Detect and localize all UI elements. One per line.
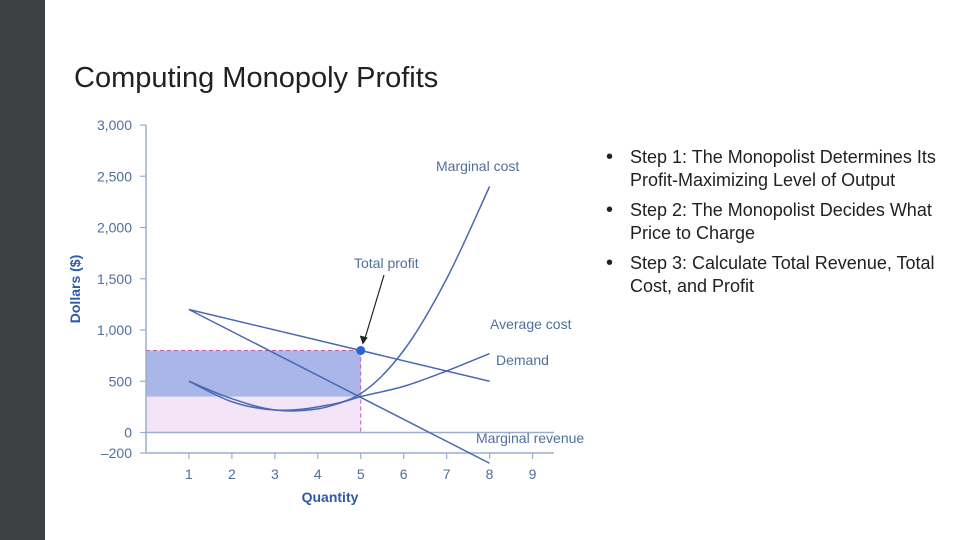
y-tick-label: 2,500 (97, 168, 132, 184)
step-1-text: Step 1: The Monopolist Determines Its Pr… (630, 147, 936, 190)
x-tick-label: 2 (228, 466, 236, 482)
x-tick-label: 6 (400, 466, 408, 482)
marginal-revenue-curve (188, 308, 490, 464)
total-profit-region (146, 350, 361, 397)
step-3-text: Step 3: Calculate Total Revenue, Total C… (630, 253, 935, 296)
bullet-icon: • (606, 252, 614, 274)
monopoly-profit-chart: –200 0 500 1,000 1,500 2,000 2,500 3,000 1 2 3 4 5 6 7… (66, 117, 596, 507)
marginal-cost-curve (188, 186, 491, 411)
step-item-2: • Step 2: The Monopolist Decides What Pri… (604, 199, 954, 245)
slide-title: Computing Monopoly Profits (74, 62, 439, 94)
y-tick-label: 1,000 (97, 322, 132, 338)
average-cost-label: Average cost (490, 316, 572, 332)
x-tick-label: 7 (443, 466, 451, 482)
total-profit-label: Total profit (354, 255, 419, 271)
bullet-icon: • (606, 146, 614, 168)
demand-curve (188, 308, 490, 382)
y-tick-label: –200 (101, 445, 132, 461)
y-tick-label: 1,500 (97, 271, 132, 287)
total-profit-arrow-line (363, 274, 385, 343)
total-profit-arrow-head (359, 335, 368, 345)
x-axis-title: Quantity (302, 489, 359, 505)
y-tick-label: 3,000 (97, 117, 132, 133)
y-tick-label: 500 (109, 373, 133, 389)
demand-label: Demand (496, 352, 549, 368)
step-2-text: Step 2: The Monopolist Decides What Pric… (630, 200, 932, 243)
y-tick-label: 2,000 (97, 220, 132, 236)
y-axis-title: Dollars ($) (67, 255, 83, 323)
total-cost-region (146, 396, 361, 433)
y-tick-label: 0 (124, 425, 132, 441)
x-tick-label: 5 (357, 466, 365, 482)
x-tick-label: 9 (529, 466, 537, 482)
marginal-revenue-label: Marginal revenue (476, 430, 584, 446)
profit-max-point (356, 346, 366, 355)
x-tick-label: 3 (271, 466, 279, 482)
slide-side-bar (0, 0, 45, 540)
marginal-cost-label: Marginal cost (436, 158, 519, 174)
bullet-icon: • (606, 199, 614, 221)
x-tick-label: 4 (314, 466, 322, 482)
step-item-3: • Step 3: Calculate Total Revenue, Total … (604, 252, 954, 298)
step-item-1: • Step 1: The Monopolist Determines Its P… (604, 146, 954, 192)
chart-svg: –200 0 500 1,000 1,500 2,000 2,500 3,000 1 2 3 4 5 6 7… (67, 117, 584, 505)
steps-list: • Step 1: The Monopolist Determines Its P… (604, 146, 954, 305)
x-tick-label: 8 (486, 466, 494, 482)
x-tick-label: 1 (185, 466, 193, 482)
